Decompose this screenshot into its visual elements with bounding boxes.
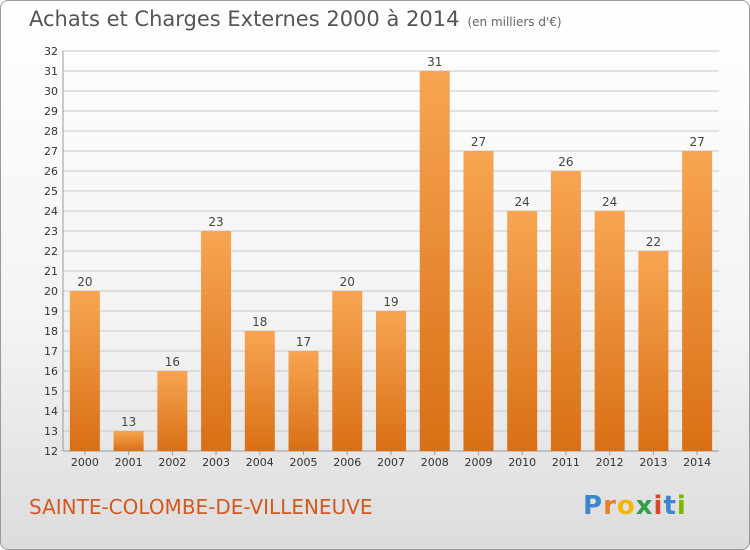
y-tick-label: 17 [44, 345, 58, 358]
y-tick-label: 23 [44, 225, 58, 238]
x-tick-label: 2004 [246, 456, 274, 469]
logo-letter: P [583, 491, 604, 521]
value-label-2006: 20 [340, 275, 355, 289]
bar-2001 [113, 431, 144, 451]
y-tick-label: 24 [44, 205, 58, 218]
y-tick-label: 19 [44, 305, 58, 318]
commune-name: SAINTE-COLOMBE-DE-VILLENEUVE [29, 495, 373, 519]
logo-letter: i [653, 491, 664, 521]
x-tick-label: 2008 [421, 456, 449, 469]
y-tick-label: 15 [44, 385, 58, 398]
value-label-2013: 22 [646, 235, 661, 249]
value-label-2007: 19 [383, 295, 398, 309]
bar-2008 [419, 71, 450, 451]
value-label-2012: 24 [602, 195, 617, 209]
value-label-2011: 26 [558, 155, 573, 169]
chart-title: Achats et Charges Externes 2000 à 2014 (e… [29, 7, 562, 31]
x-tick-label: 2012 [596, 456, 624, 469]
value-label-2003: 23 [208, 215, 223, 229]
bar-2003 [201, 231, 232, 451]
x-tick-label: 2014 [683, 456, 711, 469]
bar-2007 [376, 311, 406, 451]
y-tick-label: 16 [44, 365, 58, 378]
bar-2000 [69, 291, 100, 451]
logo-letter: r [603, 491, 617, 521]
y-tick-label: 31 [44, 65, 58, 78]
value-label-2010: 24 [515, 195, 530, 209]
bar-2005 [288, 351, 319, 451]
x-tick-label: 2011 [552, 456, 580, 469]
bar-2004 [244, 331, 275, 451]
y-tick-label: 26 [44, 165, 58, 178]
value-label-2000: 20 [77, 275, 92, 289]
unit-label: (en milliers d'€) [467, 15, 562, 29]
logo-letter: o [616, 491, 636, 521]
bar-2010 [507, 211, 538, 451]
y-tick-label: 29 [44, 105, 58, 118]
bar-2002 [157, 371, 188, 451]
value-label-2004: 18 [252, 315, 267, 329]
y-tick-label: 18 [44, 325, 58, 338]
x-tick-label: 2007 [377, 456, 405, 469]
y-axis-ticks: 12 13 14 15 16 17 18 19 20 21 22 23 24 25 26 27 28 29 30 31… [44, 45, 58, 458]
value-label-2009: 27 [471, 135, 486, 149]
y-tick-label: 12 [44, 445, 58, 458]
value-label-2005: 17 [296, 335, 311, 349]
x-tick-label: 2003 [202, 456, 230, 469]
bar-2009 [463, 151, 494, 451]
x-axis-ticks: 2000 2001 2002 2003 2004 2005 2006 2007 2008 2009… [71, 451, 711, 469]
y-tick-label: 28 [44, 125, 58, 138]
x-tick-label: 2001 [115, 456, 143, 469]
x-tick-label: 2009 [464, 456, 492, 469]
x-tick-label: 2006 [333, 456, 361, 469]
y-tick-label: 22 [44, 245, 58, 258]
value-label-2001: 13 [121, 415, 136, 429]
y-tick-label: 30 [44, 85, 58, 98]
x-tick-label: 2005 [290, 456, 318, 469]
value-label-2014: 27 [689, 135, 704, 149]
y-tick-label: 13 [44, 425, 58, 438]
x-tick-label: 2013 [639, 456, 667, 469]
proxiti-logo[interactable]: Proxiti [583, 491, 687, 521]
value-label-2002: 16 [165, 355, 180, 369]
y-tick-label: 25 [44, 185, 58, 198]
bar-2014 [682, 151, 713, 451]
bar-2006 [332, 291, 363, 451]
bars: 20 13 16 23 18 17 20 19 31 27 24 26 24 22 27 [69, 55, 713, 451]
y-tick-label: 14 [44, 405, 58, 418]
logo-letter: t [663, 491, 677, 521]
x-tick-label: 2000 [71, 456, 99, 469]
x-tick-label: 2010 [508, 456, 536, 469]
bar-2013 [638, 251, 669, 451]
logo-letter: x [635, 491, 654, 521]
value-label-2008: 31 [427, 55, 442, 69]
bar-2012 [594, 211, 625, 451]
y-tick-label: 27 [44, 145, 58, 158]
y-tick-label: 32 [44, 45, 58, 58]
logo-letter: i [676, 491, 687, 521]
x-tick-label: 2002 [158, 456, 186, 469]
title-text: Achats et Charges Externes 2000 à 2014 [29, 7, 460, 31]
bar-2011 [550, 171, 581, 451]
y-tick-label: 21 [44, 265, 58, 278]
y-tick-label: 20 [44, 285, 58, 298]
